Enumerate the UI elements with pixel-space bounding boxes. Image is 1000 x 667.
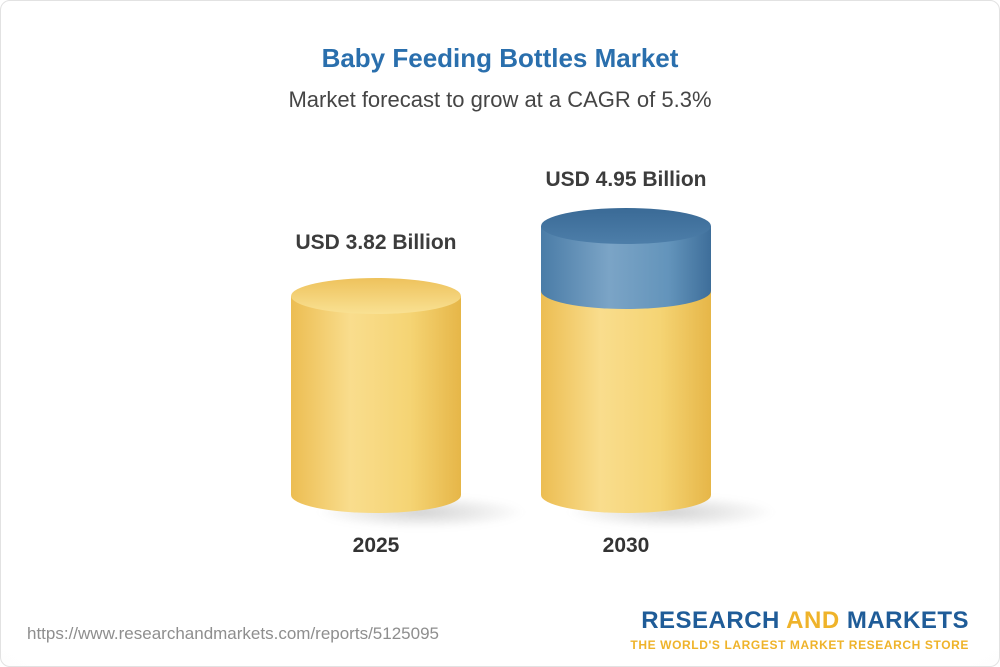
logo-word-research: RESEARCH	[641, 607, 780, 634]
page-title: Baby Feeding Bottles Market	[321, 43, 679, 73]
bar-value-label-2030: USD 4.95 Billion	[545, 168, 707, 191]
bar-cylinder-2025	[291, 278, 461, 513]
report-source-link[interactable]: https://www.researchandmarkets.com/repor…	[27, 624, 439, 643]
logo-word-markets: MARKETS	[846, 607, 969, 634]
bar-value-label-2025: USD 3.82 Billion	[295, 231, 457, 254]
logo-wordmark: RESEARCH AND MARKETS	[630, 607, 969, 635]
logo-tagline: THE WORLD'S LARGEST MARKET RESEARCH STOR…	[630, 638, 969, 652]
x-axis-label-2030: 2030	[602, 534, 650, 557]
chart-subtitle: Market forecast to grow at a CAGR of 5.3…	[288, 87, 712, 112]
research-and-markets-logo: RESEARCH AND MARKETS THE WORLD'S LARGEST…	[630, 607, 969, 652]
bar-cylinder-2030	[541, 208, 711, 513]
logo-word-and: AND	[786, 607, 840, 634]
x-axis-label-2025: 2025	[352, 534, 400, 557]
